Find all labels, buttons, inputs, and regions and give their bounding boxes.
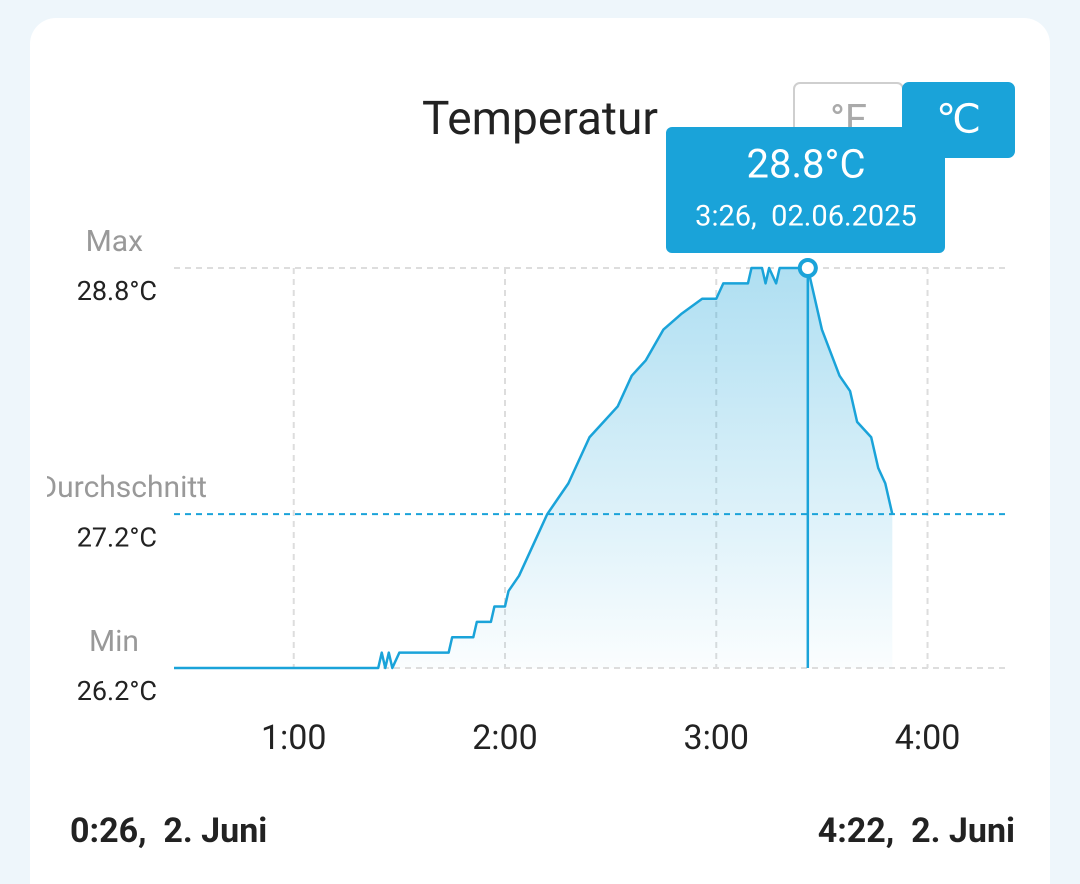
y-tick-label: 28.8°C — [77, 275, 157, 307]
tooltip-box — [666, 127, 945, 253]
y-tick-label: 27.2°C — [77, 521, 157, 553]
tooltip-marker — [797, 258, 818, 278]
x-tick-label: 1:00 — [261, 718, 327, 758]
tooltip-value: 28.8°C — [747, 141, 866, 188]
y-tick-label: 26.2°C — [77, 675, 157, 707]
chart-title: Temperatur — [422, 92, 658, 146]
x-tick-label: 2:00 — [472, 718, 538, 758]
area — [174, 268, 893, 668]
y-tick-name: Durchschnitt — [37, 470, 207, 505]
range-end: 4:22, 2. Juni — [818, 811, 1015, 851]
y-tick-name: Max — [86, 224, 144, 259]
range-start: 0:26, 2. Juni — [70, 811, 267, 851]
line — [174, 266, 894, 670]
x-tick-label: 4:00 — [895, 718, 961, 758]
x-tick-label: 3:00 — [683, 718, 749, 758]
tooltip-label: 3:26, 02.06.2025 — [695, 200, 917, 234]
y-tick-name: Min — [89, 624, 139, 659]
